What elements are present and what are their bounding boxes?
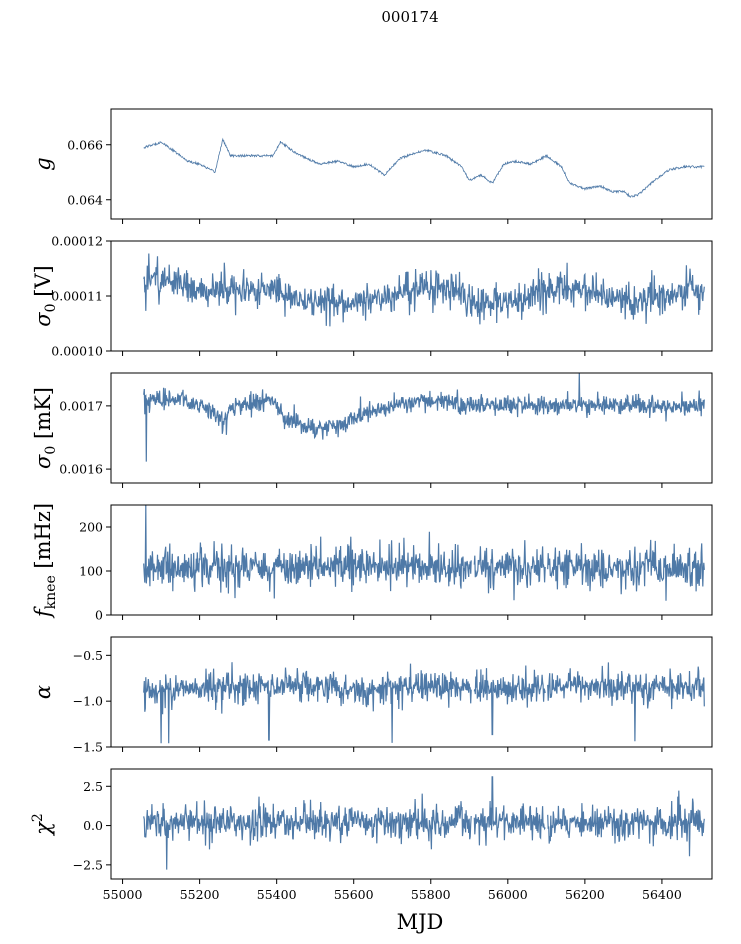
y-tick-label: 0.00011 [51,289,103,304]
y-tick-label: 200 [79,520,103,535]
y-tick-label: −1.5 [73,740,103,755]
y-tick-label: 0 [95,608,103,623]
y-tick-label: 0.0 [83,818,103,833]
x-tick-label: 56000 [488,887,528,902]
y-axis-label: fknee [mHz] [31,503,59,619]
data-series-4 [143,505,705,601]
panel-6: −2.5 0.0 2.5 55000 55200 55400 55600 55800 56000… [30,768,713,902]
x-tick-label: 55800 [411,887,451,902]
panel-2: 0.00010 0.00011 0.00012 σ0 [V] [31,234,713,359]
panel-frame [110,636,713,748]
y-tick-label: 0.0016 [59,462,103,477]
y-tick-label: 2.5 [83,779,103,794]
y-axis-label: α [31,685,55,699]
panel-frame [110,768,713,880]
y-tick-label: −1.0 [73,694,103,709]
data-series-3 [143,373,705,462]
panel-4: 0 100 200 fknee [mHz] [31,503,713,623]
y-tick-label: −2.5 [73,857,103,872]
x-tick-label: 56400 [642,887,682,902]
data-series-2 [143,253,705,327]
data-series-6 [143,776,705,870]
panel-1: 0.064 0.066 g [31,108,713,224]
y-tick-label: 0.00010 [51,344,103,359]
y-axis-label: g [31,157,55,170]
y-axis-label: σ0 [mK] [31,387,59,469]
panel-frame [110,108,713,220]
x-tick-label: 55400 [257,887,297,902]
panel-frame [110,504,713,616]
y-axis-label: σ0 [V] [31,265,59,327]
panel-5: −1.5 −1.0 −0.5 α [31,636,713,755]
x-tick-label: 55000 [103,887,143,902]
y-tick-label: 0.0017 [59,398,103,413]
y-tick-label: 0.066 [67,137,103,152]
panel-frame [110,372,713,484]
data-series-1 [143,137,705,199]
x-axis-label: MJD [397,910,444,934]
data-series-5 [143,662,705,744]
x-tick-label: 55200 [180,887,220,902]
y-tick-label: 0.00012 [51,234,103,249]
y-tick-label: −0.5 [73,648,103,663]
y-axis-label: χ2 [30,813,55,837]
y-tick-label: 0.064 [67,192,103,207]
x-tick-label: 55600 [334,887,374,902]
y-tick-label: 100 [79,564,103,579]
x-tick-label: 56200 [565,887,605,902]
figure-title: 000174 [381,8,438,26]
